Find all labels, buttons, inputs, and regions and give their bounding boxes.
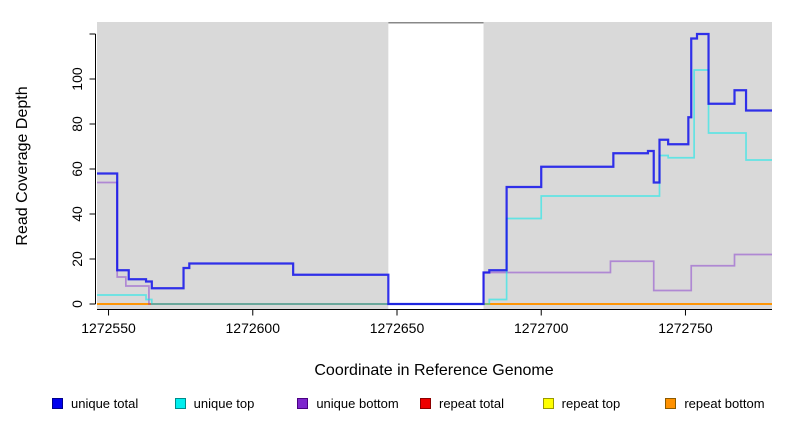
legend-item-unique-bottom: unique bottom xyxy=(297,396,420,411)
x-axis-tick-label: 1272550 xyxy=(81,320,136,336)
y-axis-tick-label: 80 xyxy=(69,116,85,132)
legend-item-unique-total: unique total xyxy=(52,396,175,411)
panel-band xyxy=(483,22,772,309)
legend-swatch-repeat-total xyxy=(419,398,431,409)
legend-swatch-unique-total xyxy=(52,398,63,409)
panel-background xyxy=(97,22,772,309)
legend: unique total unique top unique bottom repea… xyxy=(52,396,788,411)
legend-label-repeat-top: repeat top xyxy=(561,396,621,411)
axes: 1272550 1272600 1272650 1272700 1272750 0 20 40… xyxy=(69,33,772,336)
x-axis-title: Coordinate in Reference Genome xyxy=(314,362,553,379)
y-axis-tick-label: 0 xyxy=(69,300,85,308)
x-axis-tick-label: 1272600 xyxy=(226,320,281,336)
series-line-unique-bottom xyxy=(97,181,772,305)
y-axis-tick-label: 40 xyxy=(69,206,85,222)
legend-label-unique-total: unique total xyxy=(71,396,139,411)
legend-swatch-unique-bottom xyxy=(297,398,309,409)
y-axis-tick-label: 20 xyxy=(69,251,85,267)
series-line-unique-total xyxy=(97,32,772,306)
legend-swatch-repeat-top xyxy=(542,398,554,409)
legend-swatch-unique-top xyxy=(174,398,186,409)
legend-item-repeat-total: repeat total xyxy=(419,396,543,411)
legend-label-repeat-total: repeat total xyxy=(438,396,505,411)
legend-item-repeat-top: repeat top xyxy=(542,396,666,411)
legend-label-repeat-bottom: repeat bottom xyxy=(684,396,765,411)
legend-label-unique-top: unique top xyxy=(193,396,255,411)
y-axis-tick-label: 100 xyxy=(69,67,85,91)
coverage-plot-canvas: 1272550 1272600 1272650 1272700 1272750 0 20 40… xyxy=(14,22,772,379)
y-axis-tick-label: 60 xyxy=(69,161,85,177)
panel-band xyxy=(97,22,389,309)
x-axis-tick-label: 1272750 xyxy=(658,320,713,336)
x-axis-tick-label: 1272700 xyxy=(514,320,569,336)
legend-label-unique-bottom: unique bottom xyxy=(316,396,399,411)
x-axis-tick-label: 1272650 xyxy=(370,320,425,336)
y-axis-title: Read Coverage Depth xyxy=(14,86,31,245)
legend-swatch-repeat-bottom xyxy=(665,398,677,409)
coverage-series-lines xyxy=(97,32,772,306)
legend-item-repeat-bottom: repeat bottom xyxy=(665,396,788,411)
legend-item-unique-top: unique top xyxy=(174,396,298,411)
